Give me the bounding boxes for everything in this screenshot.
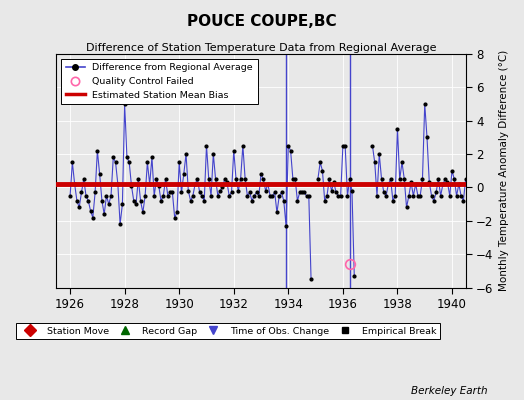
Text: POUCE COUPE,BC: POUCE COUPE,BC bbox=[187, 14, 337, 29]
Y-axis label: Monthly Temperature Anomaly Difference (°C): Monthly Temperature Anomaly Difference (… bbox=[499, 50, 509, 291]
Text: Berkeley Earth: Berkeley Earth bbox=[411, 386, 487, 396]
Title: Difference of Station Temperature Data from Regional Average: Difference of Station Temperature Data f… bbox=[86, 43, 436, 53]
Legend: Station Move, Record Gap, Time of Obs. Change, Empirical Break: Station Move, Record Gap, Time of Obs. C… bbox=[16, 323, 440, 339]
